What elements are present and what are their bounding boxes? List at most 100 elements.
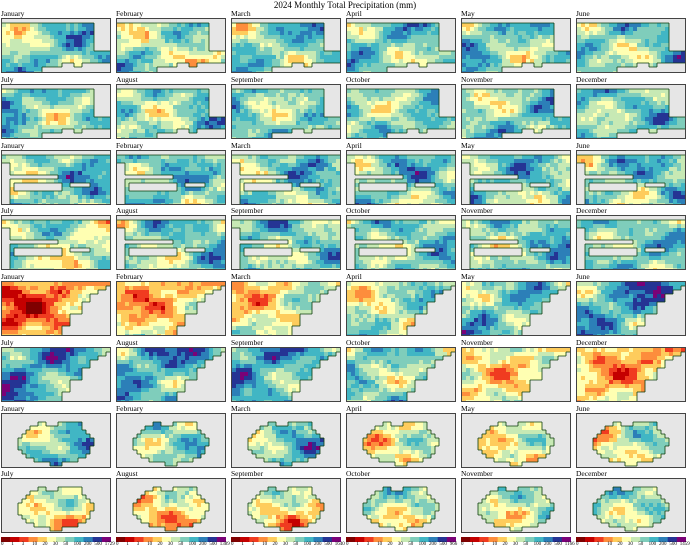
grid-cell: [629, 43, 633, 47]
grid-cell: [550, 190, 554, 195]
grid-cell: [597, 71, 601, 72]
grid-cell: [653, 63, 657, 67]
grid-cell: [554, 174, 558, 179]
grid-cell: [90, 31, 94, 35]
grid-cell: [502, 202, 506, 204]
grid-cell: [462, 108, 466, 113]
grid-cell: [633, 88, 637, 93]
grid-cell: [125, 59, 129, 63]
grid-cell: [201, 116, 205, 121]
grid-cell: [375, 92, 379, 97]
grid-cell: [18, 35, 22, 39]
grid-cell: [558, 198, 562, 203]
grid-cell: [189, 154, 193, 159]
grid-cell: [256, 158, 260, 163]
grid-cell: [324, 174, 328, 179]
grid-cell: [161, 154, 165, 159]
grid-cell: [177, 182, 181, 187]
grid-cell: [30, 170, 34, 175]
grid-cell: [153, 43, 157, 47]
grid-cell: [169, 120, 173, 125]
grid-cell: [173, 166, 177, 171]
grid-cell: [316, 92, 320, 97]
grid-cell: [78, 35, 82, 39]
grid-cell: [474, 178, 478, 183]
grid-cell: [415, 198, 419, 203]
precip-map: [346, 149, 456, 205]
grid-cell: [661, 120, 665, 125]
grid-cell: [42, 198, 46, 203]
grid-cell: [403, 116, 407, 121]
grid-cell: [633, 35, 637, 39]
grid-cell: [149, 170, 153, 175]
grid-cell: [399, 55, 403, 59]
grid-cell: [284, 100, 288, 105]
grid-cell: [181, 88, 185, 93]
grid-cell: [6, 88, 10, 93]
grid-cell: [177, 202, 181, 204]
grid-cell: [312, 124, 316, 129]
grid-cell: [129, 96, 133, 101]
grid-cell: [538, 59, 542, 63]
grid-cell: [466, 55, 470, 59]
grid-cell: [371, 128, 375, 133]
grid-cell: [145, 27, 149, 31]
grid-cell: [209, 124, 213, 129]
grid-cell: [6, 116, 10, 121]
month-label: April: [346, 9, 362, 18]
grid-cell: [14, 59, 18, 63]
grid-cell: [470, 27, 474, 31]
grid-cell: [593, 51, 597, 55]
grid-cell: [284, 202, 288, 204]
grid-cell: [161, 43, 165, 47]
grid-cell: [308, 120, 312, 125]
grid-cell: [30, 27, 34, 31]
grid-cell: [383, 120, 387, 125]
grid-cell: [189, 186, 193, 191]
grid-cell: [510, 96, 514, 101]
grid-cell: [359, 71, 363, 72]
grid-cell: [288, 27, 292, 31]
grid-cell: [653, 39, 657, 43]
grid-cell: [66, 154, 70, 159]
grid-cell: [653, 47, 657, 51]
grid-cell: [538, 116, 542, 121]
grid-cell: [181, 162, 185, 167]
grid-cell: [518, 174, 522, 179]
grid-cell: [562, 194, 566, 199]
grid-cell: [22, 202, 26, 204]
grid-cell: [58, 116, 62, 121]
grid-cell: [657, 88, 661, 93]
grid-cell: [78, 186, 82, 191]
grid-cell: [236, 108, 240, 113]
grid-cell: [661, 96, 665, 101]
grid-cell: [403, 100, 407, 105]
grid-cell: [546, 154, 550, 159]
grid-cell: [98, 51, 102, 55]
grid-cell: [637, 124, 641, 129]
grid-cell: [367, 35, 371, 39]
grid-cell: [133, 108, 137, 113]
grid-cell: [589, 67, 593, 71]
grid-cell: [403, 23, 407, 27]
grid-cell: [268, 31, 272, 35]
grid-cell: [236, 116, 240, 121]
grid-cell: [383, 124, 387, 129]
grid-cell: [320, 96, 324, 101]
grid-cell: [161, 162, 165, 167]
grid-cell: [38, 55, 42, 59]
grid-cell: [665, 88, 669, 93]
grid-cell: [189, 96, 193, 101]
grid-cell: [347, 43, 351, 47]
grid-cell: [581, 116, 585, 121]
grid-cell: [145, 202, 149, 204]
grid-cell: [665, 23, 669, 27]
grid-cell: [54, 108, 58, 113]
grid-cell: [609, 23, 613, 27]
grid-cell: [328, 166, 332, 171]
grid-cell: [518, 63, 522, 67]
grid-cell: [320, 104, 324, 109]
grid-cell: [530, 198, 534, 203]
grid-cell: [415, 154, 419, 159]
grid-cell: [542, 170, 546, 175]
